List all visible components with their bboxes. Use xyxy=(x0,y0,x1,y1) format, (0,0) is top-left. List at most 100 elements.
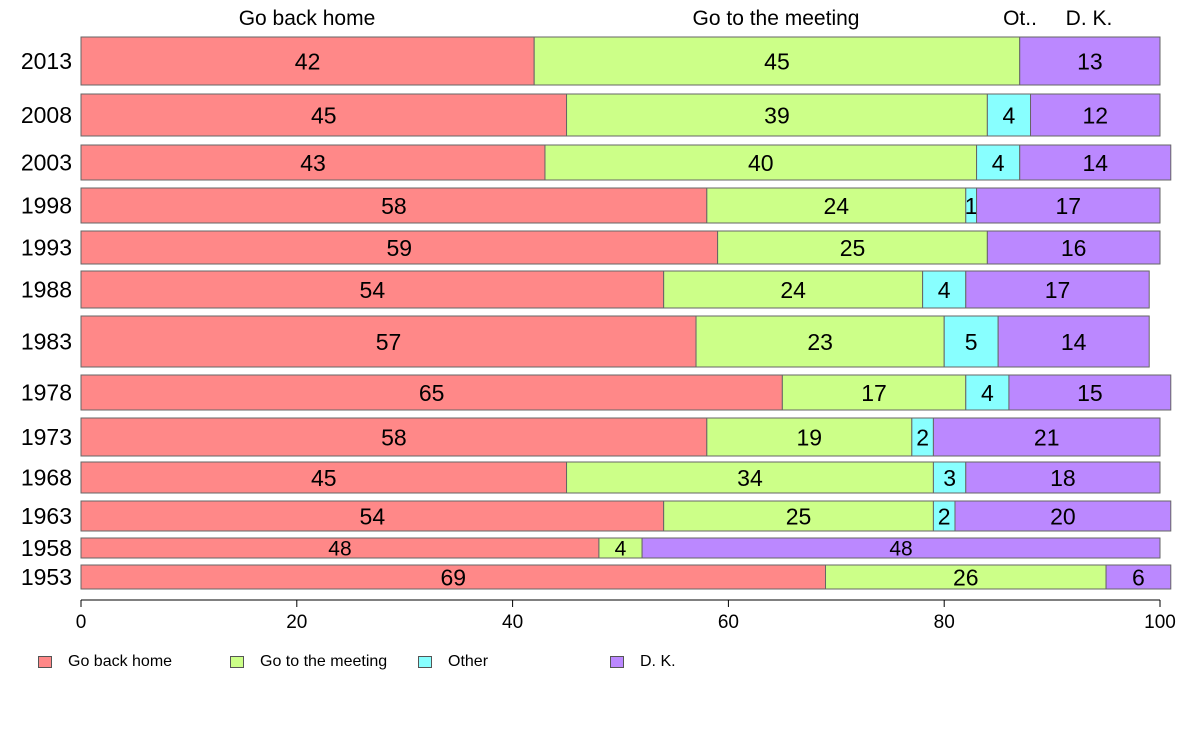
value-label-go-back-home-1983: 57 xyxy=(376,329,402,355)
year-label-1973: 1973 xyxy=(21,424,72,450)
bar-go-back-home-1983 xyxy=(80,315,697,368)
value-label-go-to-the-meeting-1973: 19 xyxy=(797,424,823,450)
x-tick-label-80: 80 xyxy=(934,612,955,633)
x-axis: 0 20 40 60 80 100 xyxy=(76,599,1176,633)
bar-go-back-home-1993 xyxy=(80,230,719,265)
bar-go-back-home-2003 xyxy=(80,144,546,181)
bar-go-to-the-meeting-1988 xyxy=(663,270,924,309)
value-label-d-k-1993: 16 xyxy=(1061,235,1087,261)
value-label-go-back-home-2003: 43 xyxy=(300,150,326,176)
value-label-go-to-the-meeting-2013: 45 xyxy=(764,48,790,74)
legend-label-go-to-the-meeting: Go to the meeting xyxy=(260,653,388,670)
value-label-go-to-the-meeting-1968: 34 xyxy=(737,465,763,491)
legend-label-d-k: D. K. xyxy=(640,653,676,670)
value-label-go-back-home-2013: 42 xyxy=(295,48,321,74)
bar-other-2003 xyxy=(976,144,1021,181)
year-label-2008: 2008 xyxy=(21,102,72,128)
value-label-d-k-1978: 15 xyxy=(1077,380,1103,406)
bar-go-back-home-1988 xyxy=(80,270,665,309)
value-label-go-back-home-1973: 58 xyxy=(381,424,407,450)
x-tick-label-20: 20 xyxy=(286,612,307,633)
series-header-labels: Go back home Go to the meeting Ot.. D. K. xyxy=(239,7,1113,30)
bar-go-back-home-1973 xyxy=(80,417,708,457)
value-label-other-1963: 2 xyxy=(938,503,951,529)
header-label-4: D. K. xyxy=(1066,7,1113,30)
bar-d-k-1973 xyxy=(932,417,1161,457)
bar-go-to-the-meeting-2003 xyxy=(544,144,978,181)
value-label-go-back-home-1953: 69 xyxy=(440,564,466,590)
year-label-2003: 2003 xyxy=(21,150,72,176)
value-label-d-k-1983: 14 xyxy=(1061,329,1087,355)
legend-item-d-k: D. K. xyxy=(610,650,676,674)
bar-go-back-home-1998 xyxy=(80,187,708,224)
bar-d-k-1953 xyxy=(1105,564,1172,590)
header-label-2: Go to the meeting xyxy=(693,7,860,30)
header-label-3: Ot.. xyxy=(1003,7,1037,30)
legend-label-go-back-home: Go back home xyxy=(68,653,173,670)
bar-d-k-1963 xyxy=(954,500,1172,532)
value-label-go-to-the-meeting-1983: 23 xyxy=(807,329,833,355)
bar-go-back-home-1953 xyxy=(80,564,827,590)
value-label-go-back-home-1993: 59 xyxy=(387,235,413,261)
value-label-other-2008: 4 xyxy=(1003,102,1016,128)
bar-go-to-the-meeting-1978 xyxy=(781,374,967,411)
value-label-other-1968: 3 xyxy=(943,465,956,491)
value-label-go-to-the-meeting-2008: 39 xyxy=(764,102,790,128)
value-label-d-k-1958: 48 xyxy=(889,538,912,561)
bar-d-k-1983 xyxy=(997,315,1150,368)
value-label-d-k-1968: 18 xyxy=(1050,465,1076,491)
year-label-1988: 1988 xyxy=(21,277,72,303)
bar-d-k-2013 xyxy=(1019,36,1161,86)
value-label-go-back-home-1998: 58 xyxy=(381,193,407,219)
value-label-other-1978: 4 xyxy=(981,380,994,406)
bar-d-k-2003 xyxy=(1019,144,1172,181)
value-label-go-back-home-2008: 45 xyxy=(311,102,337,128)
year-label-1998: 1998 xyxy=(21,193,72,219)
value-label-other-1998: 1 xyxy=(965,193,978,219)
bar-go-back-home-2013 xyxy=(80,36,535,86)
year-label-1983: 1983 xyxy=(21,329,72,355)
legend: Go back home Go to the meeting Other D. K. xyxy=(38,650,1158,674)
bar-go-to-the-meeting-1973 xyxy=(706,417,913,457)
year-label-1958: 1958 xyxy=(21,535,72,561)
bar-d-k-1978 xyxy=(1008,374,1172,411)
bar-other-1968 xyxy=(932,461,967,494)
bar-d-k-1988 xyxy=(965,270,1150,309)
value-label-go-to-the-meeting-2003: 40 xyxy=(748,150,774,176)
bar-go-to-the-meeting-1968 xyxy=(566,461,934,494)
bar-other-1978 xyxy=(965,374,1010,411)
year-label-2013: 2013 xyxy=(21,48,72,74)
value-label-go-to-the-meeting-1958: 4 xyxy=(615,538,627,561)
bar-go-back-home-1968 xyxy=(80,461,568,494)
legend-swatch-other xyxy=(418,656,432,668)
legend-item-go-to-the-meeting: Go to the meeting xyxy=(230,650,387,674)
bar-go-to-the-meeting-2013 xyxy=(533,36,1021,86)
value-label-go-to-the-meeting-1998: 24 xyxy=(824,193,850,219)
bar-go-to-the-meeting-2008 xyxy=(566,93,988,137)
value-label-d-k-1988: 17 xyxy=(1045,277,1071,303)
header-label-1: Go back home xyxy=(239,7,376,30)
x-tick-label-40: 40 xyxy=(502,612,523,633)
legend-label-other: Other xyxy=(448,653,489,670)
value-label-go-to-the-meeting-1963: 25 xyxy=(786,503,812,529)
value-label-go-to-the-meeting-1988: 24 xyxy=(780,277,806,303)
value-label-other-1983: 5 xyxy=(965,329,978,355)
value-label-d-k-2008: 12 xyxy=(1082,102,1108,128)
value-label-go-back-home-1988: 54 xyxy=(360,277,386,303)
value-label-go-back-home-1963: 54 xyxy=(360,503,386,529)
year-label-1963: 1963 xyxy=(21,503,72,529)
value-label-go-back-home-1968: 45 xyxy=(311,465,337,491)
x-tick-label-60: 60 xyxy=(718,612,739,633)
bar-go-back-home-1963 xyxy=(80,500,665,532)
value-label-go-to-the-meeting-1953: 26 xyxy=(953,564,979,590)
value-label-d-k-1998: 17 xyxy=(1055,193,1081,219)
legend-swatch-go-back-home xyxy=(38,656,52,668)
value-label-d-k-2003: 14 xyxy=(1082,150,1108,176)
bar-d-k-2008 xyxy=(1030,93,1161,137)
bar-other-1983 xyxy=(943,315,999,368)
value-label-go-to-the-meeting-1978: 17 xyxy=(861,380,887,406)
value-label-other-2003: 4 xyxy=(992,150,1005,176)
x-tick-label-100: 100 xyxy=(1144,612,1176,633)
